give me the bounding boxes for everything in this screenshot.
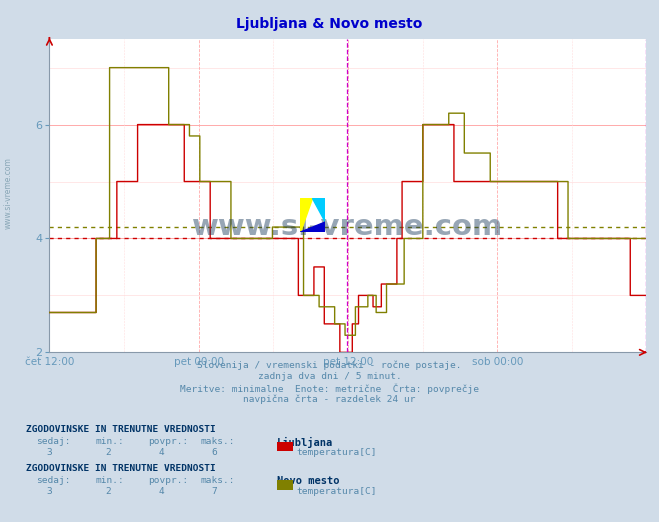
Text: sedaj:: sedaj: [36, 476, 71, 484]
Text: maks.:: maks.: [201, 437, 235, 446]
Polygon shape [300, 198, 312, 232]
Text: povpr.:: povpr.: [148, 437, 188, 446]
Text: Slovenija / vremenski podatki - ročne postaje.: Slovenija / vremenski podatki - ročne po… [197, 360, 462, 370]
Polygon shape [312, 198, 325, 222]
Text: Meritve: minimalne  Enote: metrične  Črta: povprečje: Meritve: minimalne Enote: metrične Črta:… [180, 383, 479, 394]
Text: Ljubljana: Ljubljana [277, 437, 333, 448]
Text: temperatura[C]: temperatura[C] [297, 448, 377, 457]
Text: maks.:: maks.: [201, 476, 235, 484]
Text: www.si-vreme.com: www.si-vreme.com [3, 157, 13, 229]
Text: min.:: min.: [96, 437, 125, 446]
Text: www.si-vreme.com: www.si-vreme.com [192, 213, 503, 241]
Text: ZGODOVINSKE IN TRENUTNE VREDNOSTI: ZGODOVINSKE IN TRENUTNE VREDNOSTI [26, 425, 216, 434]
Polygon shape [300, 222, 325, 232]
Text: 4: 4 [158, 487, 164, 496]
Text: min.:: min.: [96, 476, 125, 484]
Text: sedaj:: sedaj: [36, 437, 71, 446]
Text: 4: 4 [158, 448, 164, 457]
Text: Ljubljana & Novo mesto: Ljubljana & Novo mesto [237, 17, 422, 31]
Text: 2: 2 [105, 448, 111, 457]
Text: temperatura[C]: temperatura[C] [297, 487, 377, 496]
Text: 3: 3 [46, 448, 52, 457]
Text: zadnja dva dni / 5 minut.: zadnja dva dni / 5 minut. [258, 372, 401, 381]
Text: Novo mesto: Novo mesto [277, 476, 339, 485]
Text: navpična črta - razdelek 24 ur: navpična črta - razdelek 24 ur [243, 395, 416, 404]
Text: 6: 6 [211, 448, 217, 457]
Text: povpr.:: povpr.: [148, 476, 188, 484]
Text: 2: 2 [105, 487, 111, 496]
Text: ZGODOVINSKE IN TRENUTNE VREDNOSTI: ZGODOVINSKE IN TRENUTNE VREDNOSTI [26, 464, 216, 473]
Text: 3: 3 [46, 487, 52, 496]
Text: 7: 7 [211, 487, 217, 496]
